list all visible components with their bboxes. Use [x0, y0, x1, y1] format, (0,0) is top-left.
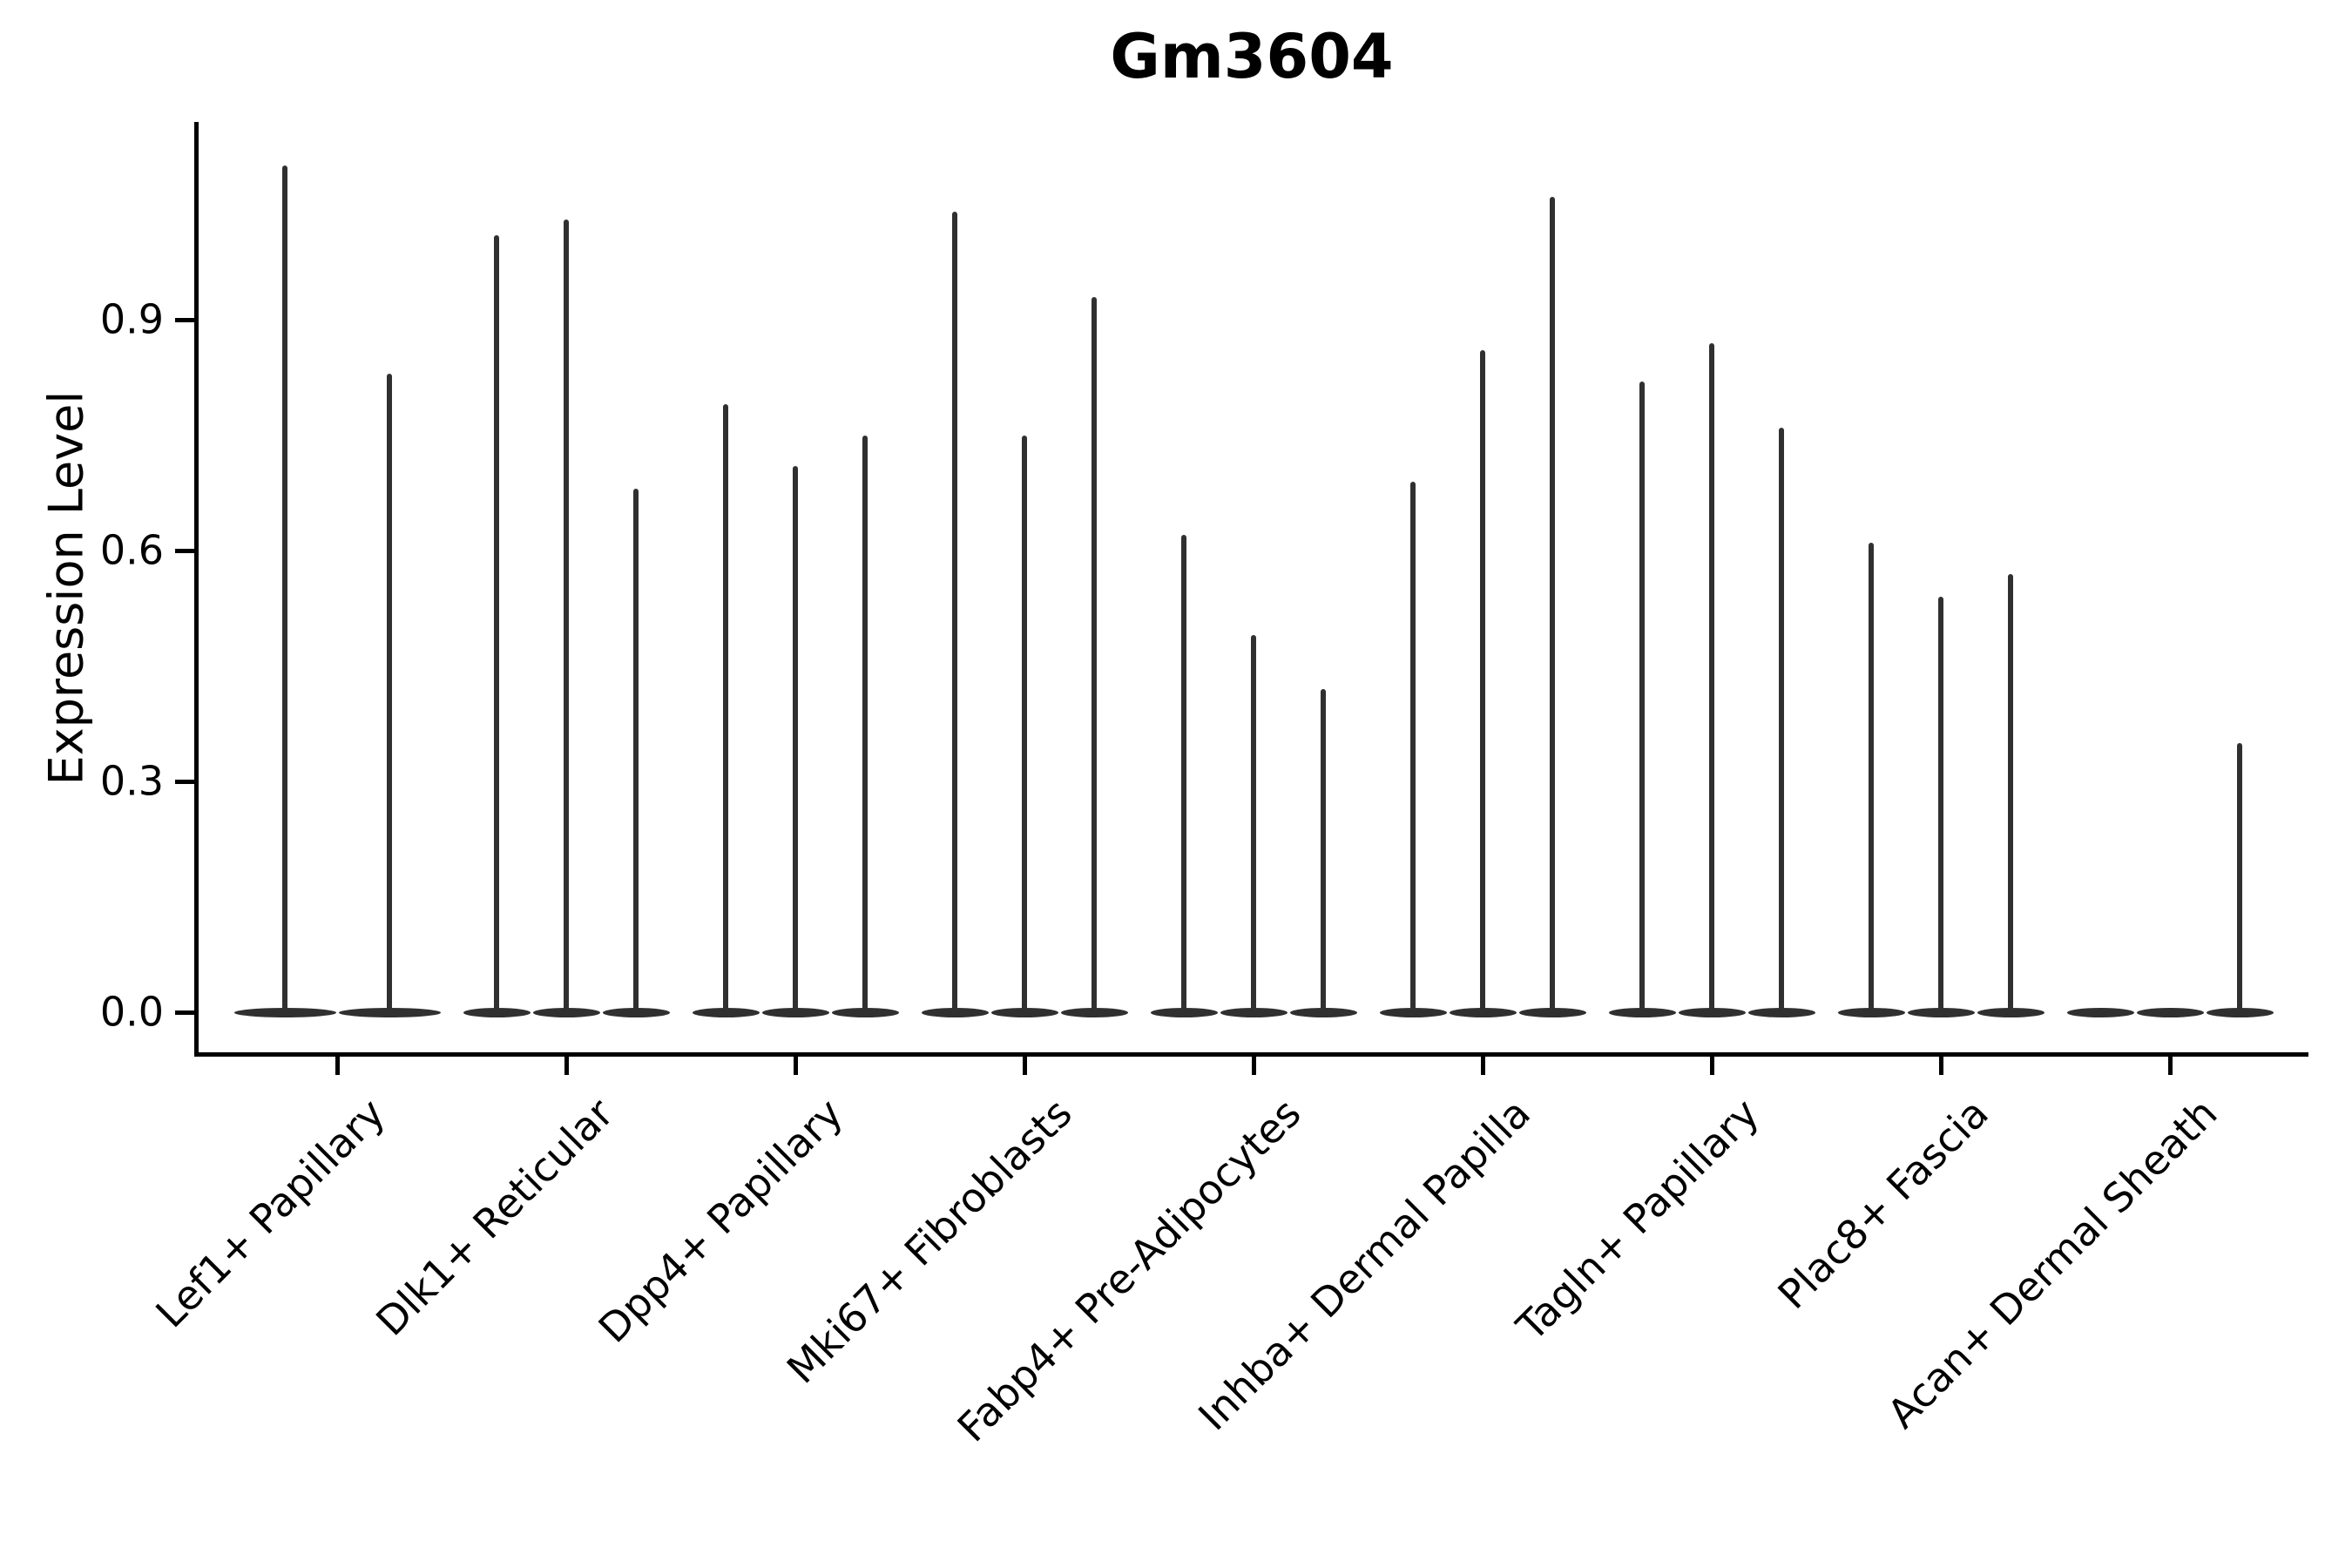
x-tick: [2168, 1057, 2173, 1075]
y-axis-label: Expression Level: [38, 390, 94, 786]
x-tick: [1481, 1057, 1485, 1075]
x-tick-label: Plac8+ Fascia: [1768, 1089, 1997, 1318]
y-tick: [175, 318, 194, 322]
violin-needle: [633, 489, 639, 1017]
violin-needle: [1550, 196, 1555, 1017]
violin-needle: [494, 234, 499, 1017]
violin-base: [2066, 1007, 2134, 1017]
x-tick-label: Dpp4+ Papillary: [589, 1089, 852, 1352]
violin-needle: [1779, 427, 1784, 1017]
x-tick: [1023, 1057, 1027, 1075]
violin-needle: [1092, 296, 1097, 1017]
violin-needle: [1251, 635, 1256, 1017]
y-tick-label: 0.0: [99, 988, 164, 1036]
violin-needle: [1022, 435, 1027, 1017]
x-tick-label: Dlk1+ Reticular: [367, 1089, 623, 1345]
y-tick-label: 0.3: [99, 757, 164, 805]
y-tick: [175, 549, 194, 553]
y-tick: [175, 1010, 194, 1015]
violin-needle: [2237, 742, 2242, 1017]
chart-title: Gm3604: [1110, 21, 1394, 92]
violin-needle: [723, 404, 728, 1017]
x-tick: [564, 1057, 569, 1075]
violin-needle: [387, 373, 392, 1017]
y-tick: [175, 780, 194, 784]
violin-base: [2136, 1007, 2204, 1017]
x-axis-line: [194, 1052, 2308, 1057]
violin-needle: [1181, 535, 1186, 1017]
violin-needle: [282, 166, 287, 1017]
violin-needle: [1321, 689, 1326, 1017]
x-tick: [335, 1057, 340, 1075]
x-tick-label: Tagln+ Papillary: [1507, 1089, 1768, 1350]
violin-needle: [952, 212, 957, 1017]
x-tick: [794, 1057, 798, 1075]
violin-needle: [2008, 573, 2013, 1017]
violin-needle: [1480, 350, 1485, 1017]
x-tick: [1710, 1057, 1714, 1075]
violin-needle: [1410, 481, 1416, 1017]
violin-needle: [862, 435, 868, 1017]
y-tick-label: 0.9: [99, 295, 164, 343]
violin-needle: [1869, 543, 1874, 1017]
violin-needle: [564, 220, 569, 1017]
y-axis-line: [194, 122, 199, 1057]
violin-needle: [1709, 342, 1714, 1017]
y-tick-label: 0.6: [99, 526, 164, 574]
violin-needle: [1639, 381, 1645, 1017]
violin-needle: [1938, 597, 1943, 1017]
violin-needle: [793, 465, 798, 1017]
x-tick: [1252, 1057, 1256, 1075]
x-tick-label: Lef1+ Papillary: [145, 1089, 394, 1337]
x-tick: [1939, 1057, 1943, 1075]
